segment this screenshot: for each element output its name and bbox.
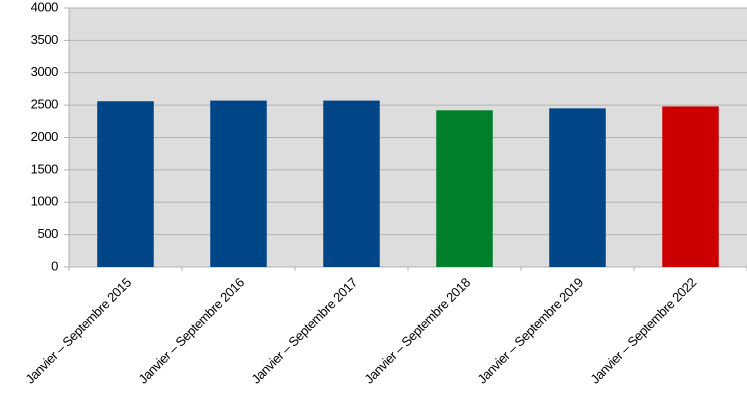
bar bbox=[323, 100, 380, 267]
bar bbox=[549, 108, 606, 267]
y-tick-label: 2000 bbox=[31, 129, 58, 144]
y-tick-label: 0 bbox=[51, 258, 58, 273]
y-tick-label: 3500 bbox=[31, 32, 58, 47]
x-tick-label: Janvier – Septembre 2017 bbox=[248, 275, 360, 387]
y-tick-label: 4000 bbox=[31, 0, 58, 14]
bar bbox=[436, 110, 493, 268]
x-tick-label: Janvier – Septembre 2018 bbox=[361, 275, 473, 387]
x-tick-label: Janvier – Septembre 2016 bbox=[135, 275, 247, 387]
y-tick-label: 3000 bbox=[31, 64, 58, 79]
y-tick-label: 1500 bbox=[31, 161, 58, 176]
bar bbox=[97, 101, 154, 268]
bar bbox=[210, 100, 267, 267]
x-tick-label: Janvier – Septembre 2022 bbox=[587, 275, 699, 387]
x-tick-label: Janvier – Septembre 2015 bbox=[22, 275, 134, 387]
y-tick-label: 500 bbox=[38, 226, 59, 241]
y-tick-label: 2500 bbox=[31, 97, 58, 112]
bar bbox=[662, 106, 719, 267]
y-tick-label: 1000 bbox=[31, 194, 58, 209]
x-tick-label: Janvier – Septembre 2019 bbox=[474, 275, 586, 387]
